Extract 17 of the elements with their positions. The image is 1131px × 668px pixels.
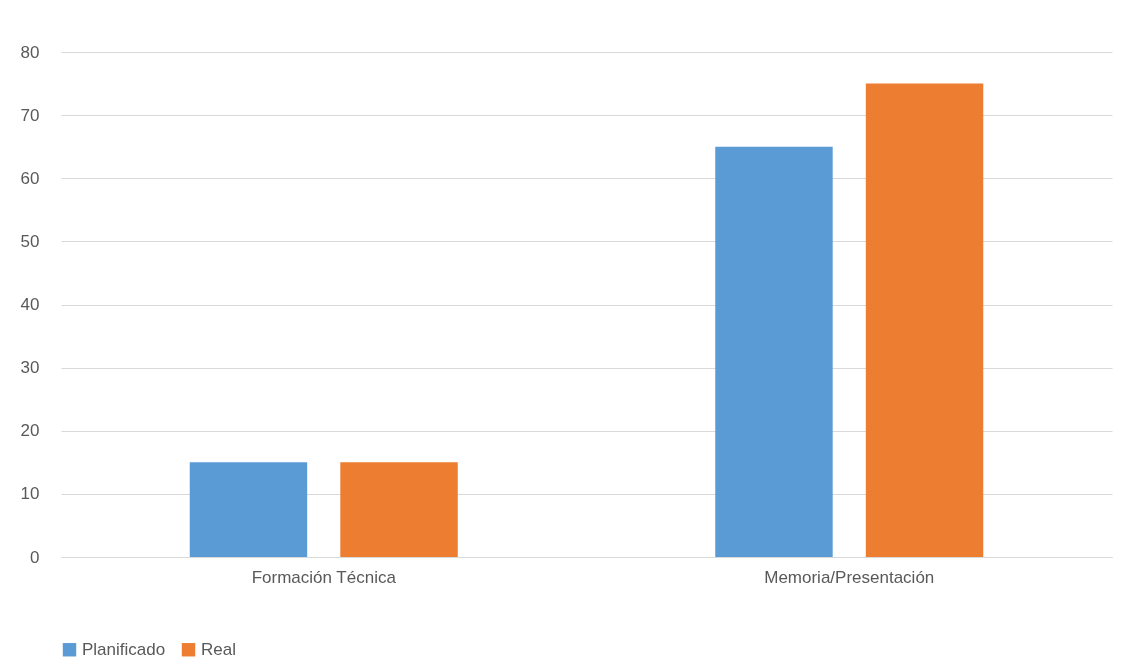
legend-label: Real [201,639,236,659]
bar [340,462,458,557]
y-tick-label: 30 [20,358,40,378]
y-tick-label: 20 [20,421,40,441]
y-tick-label: 60 [20,168,40,188]
y-tick-label: 0 [30,547,40,567]
y-tick-label: 40 [20,295,40,314]
bar [189,462,308,557]
bar [715,146,833,557]
y-tick-label: 70 [20,105,40,125]
y-tick-label: 10 [20,484,40,504]
bar [865,83,984,557]
legend-label: Planificado [82,639,166,659]
x-tick-label: Formación Técnica [251,567,397,587]
x-tick-label: Memoria/Presentación [764,567,935,587]
y-tick-label: 50 [20,231,40,251]
y-tick-label: 80 [20,42,40,62]
